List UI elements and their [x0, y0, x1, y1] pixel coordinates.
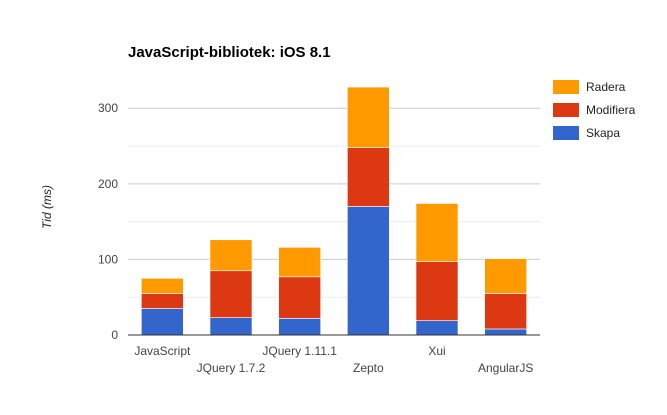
- x-tick-label: AngularJS: [478, 361, 533, 375]
- legend: Radera Modifiera Skapa: [553, 80, 636, 140]
- x-tick-label: Zepto: [353, 361, 384, 375]
- bar-segment: [347, 147, 390, 207]
- legend-label: Modifiera: [586, 103, 636, 117]
- bar-stack: [141, 278, 184, 336]
- legend-swatch: [553, 80, 579, 94]
- y-axis-ticks: 0 100 200 300: [98, 101, 118, 342]
- bar-segment: [278, 276, 321, 319]
- legend-label: Radera: [586, 80, 626, 94]
- chart-title: JavaScript-bibliotek: iOS 8.1: [128, 44, 331, 61]
- bar-stack: [484, 258, 527, 336]
- bar-segment: [484, 258, 527, 294]
- legend-label: Skapa: [586, 126, 620, 140]
- bar-stack: [278, 247, 321, 336]
- gridlines: [128, 107, 540, 298]
- x-tick-label: JQuery 1.11.1: [262, 344, 337, 358]
- bar-stack: [415, 203, 459, 336]
- bar-segment: [141, 293, 184, 309]
- bar-segment: [347, 86, 390, 148]
- legend-swatch: [553, 126, 579, 140]
- bar-stack: [347, 86, 390, 336]
- bar-segment: [415, 203, 459, 262]
- bar-segment: [209, 317, 253, 336]
- bar-segment: [209, 239, 253, 272]
- y-tick-label: 200: [98, 177, 118, 191]
- y-axis-label: Tid (ms): [40, 185, 54, 229]
- legend-item: Radera: [553, 80, 626, 94]
- legend-item: Skapa: [553, 126, 620, 140]
- y-tick-label: 0: [111, 328, 118, 342]
- bar-segment: [209, 270, 253, 318]
- bar-segment: [415, 320, 459, 336]
- bar-segment: [415, 261, 459, 321]
- x-tick-label: JavaScript: [134, 344, 191, 358]
- bar-segment: [484, 293, 527, 330]
- bar-stack: [209, 239, 253, 336]
- bar-segment: [484, 328, 527, 336]
- x-tick-label: Xui: [428, 344, 445, 358]
- bar-segment: [347, 206, 390, 336]
- y-tick-label: 300: [98, 101, 118, 115]
- bar-segment: [141, 278, 184, 294]
- bar-segment: [278, 318, 321, 336]
- bars: [141, 86, 527, 336]
- y-tick-label: 100: [98, 252, 118, 266]
- legend-item: Modifiera: [553, 103, 636, 117]
- bar-segment: [278, 247, 321, 278]
- bar-segment: [141, 308, 184, 336]
- x-axis-ticks: JavaScript JQuery 1.7.2 JQuery 1.11.1 Zepto…: [134, 344, 533, 375]
- x-tick-label: JQuery 1.7.2: [197, 361, 266, 375]
- legend-swatch: [553, 103, 579, 117]
